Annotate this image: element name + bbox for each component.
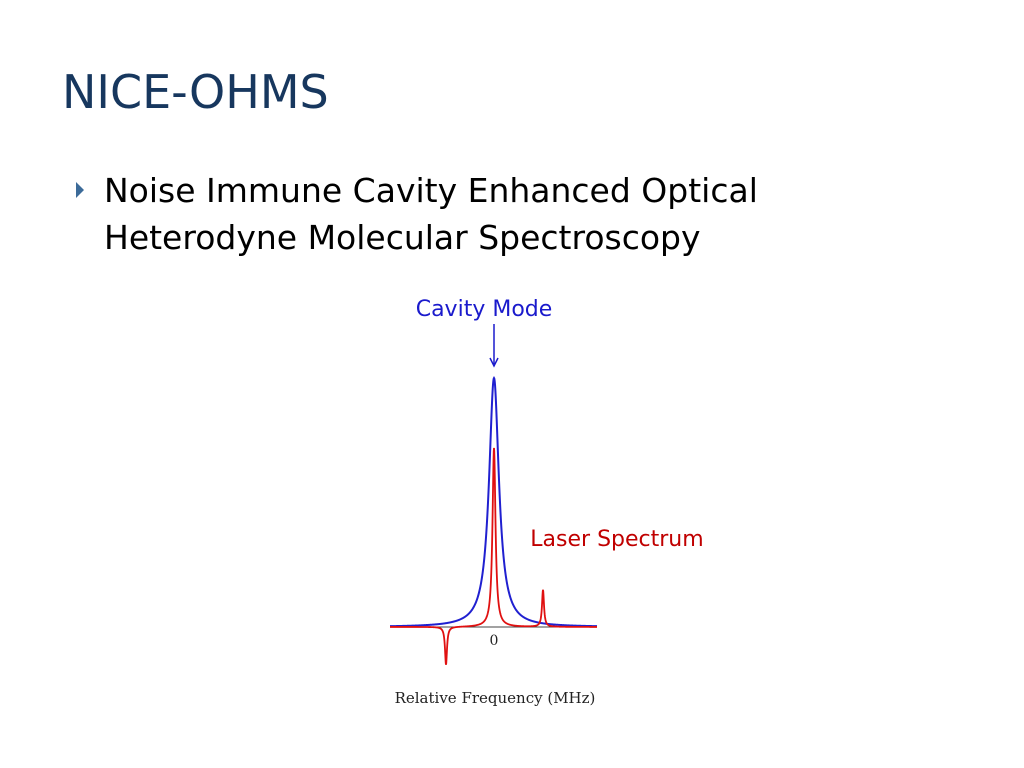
bullet-text: Heterodyne Molecular Spectroscopy [104,218,701,257]
bullet-marker [76,182,84,198]
cavity-curve [390,376,598,628]
cavity-label: Cavity Mode [416,297,553,322]
figure: Cavity Mode Laser Spectrum 0 Relative Fr… [390,297,704,707]
slide-title: NICE-OHMS [62,65,329,119]
bullet-text: Noise Immune Cavity Enhanced Optical [104,171,758,210]
laser-label: Laser Spectrum [530,527,703,552]
x-axis-label: Relative Frequency (MHz) [395,689,596,707]
x-tick-label: 0 [490,633,499,649]
arrow-head [489,357,499,368]
laser-curve [390,447,597,665]
